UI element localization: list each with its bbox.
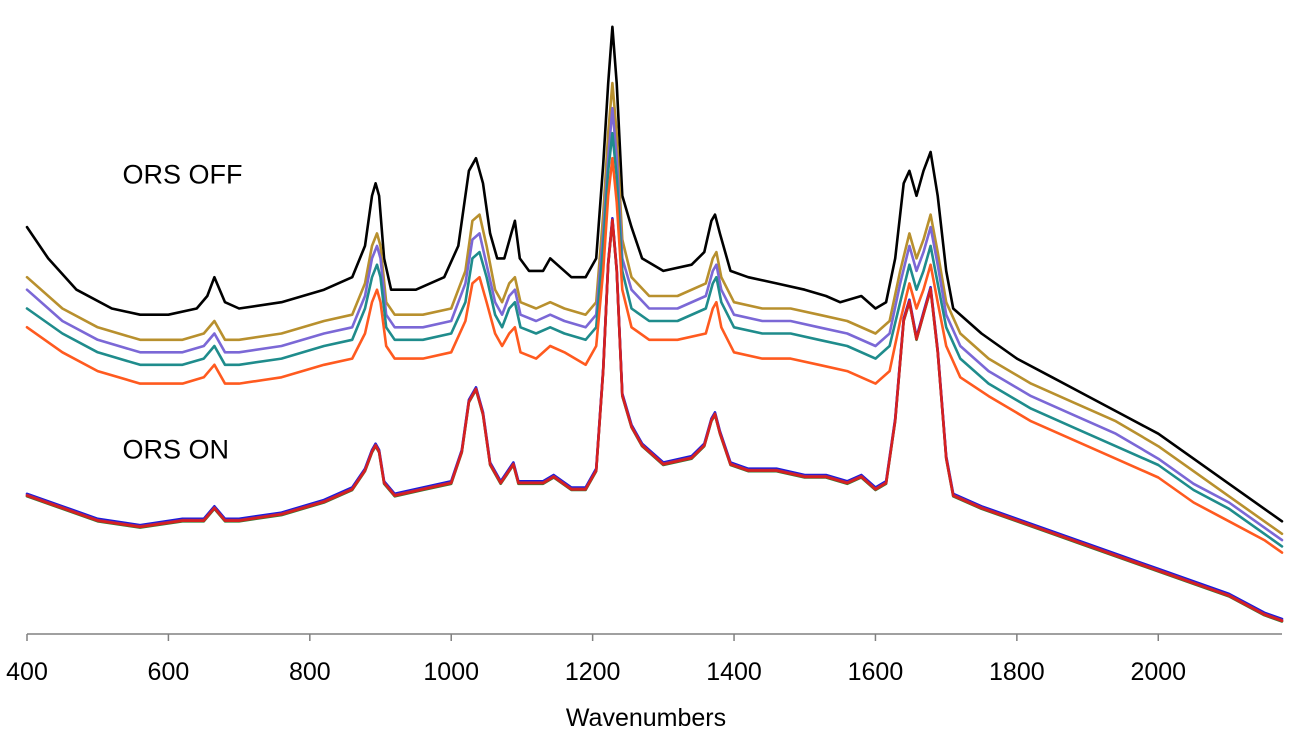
annotations-layer: ORS OFF ORS ON [122, 159, 242, 464]
x-tick-label: 1000 [423, 658, 479, 686]
spectrum-line-5 [25, 156, 1284, 554]
spectrum-line-9 [25, 218, 1284, 623]
spectrum-line-4 [25, 131, 1284, 548]
annotation-label: ORS ON [122, 435, 229, 465]
spectrum-line-1 [25, 25, 1284, 523]
x-tick-label: 1200 [565, 658, 621, 686]
annotation-label: ORS OFF [122, 159, 242, 189]
x-tick-label: 1600 [848, 658, 904, 686]
x-tick-label: 2000 [1130, 658, 1186, 686]
x-tick-label: 600 [148, 658, 190, 686]
x-tick-label: 1400 [706, 658, 762, 686]
series-layer [25, 25, 1284, 623]
x-tick-label: 1800 [989, 658, 1045, 686]
x-tick-label: 800 [289, 658, 331, 686]
x-tick-label: 400 [6, 658, 48, 686]
x-axis-ticks: 400 600 800 1000 1200 1400 1600 1800 2000 [6, 634, 1186, 686]
x-axis-title: Wavenumbers [566, 704, 726, 732]
spectrum-line-2 [25, 81, 1284, 536]
